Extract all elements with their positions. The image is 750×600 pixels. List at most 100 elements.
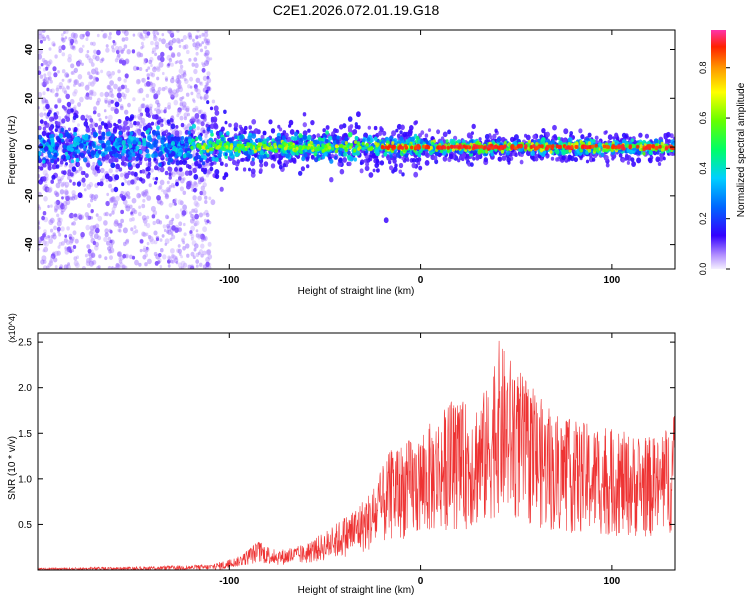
heat-cell [105,47,110,53]
heat-cell [151,114,157,120]
heat-cell [336,136,340,140]
heat-cell [182,159,187,166]
heat-cell [145,81,151,87]
heat-cell [300,166,305,172]
heat-cell [124,265,128,269]
heat-cell [136,51,142,58]
heat-cell [208,140,212,145]
heat-cell [205,60,210,65]
heat-cell [163,109,167,114]
heat-cell [98,254,102,259]
heat-cell [118,259,123,264]
heat-cell [94,165,100,171]
heat-cell [172,89,177,95]
heat-cell [176,60,179,64]
heat-cell [77,162,81,167]
heat-cell [73,194,78,200]
heat-cell [206,126,211,132]
heat-cell [121,182,125,187]
heat-cell [150,205,156,212]
heat-cell [92,240,97,246]
heat-cell [155,237,160,242]
heat-cell [205,249,211,256]
heat-cell [184,44,189,50]
heat-cell [150,121,155,126]
heat-cell [80,114,86,121]
heat-cell [170,77,175,84]
heat-cell [63,30,66,35]
heat-cell [138,193,142,198]
heat-cell [198,262,203,267]
heat-cell [142,192,147,198]
heat-cell [90,209,94,213]
heat-cell [365,149,369,154]
heat-cell [254,154,258,158]
heat-cell [190,213,194,219]
heat-cell [95,100,100,106]
heat-cell [195,77,201,84]
heat-cell [38,49,43,55]
heat-cell [105,211,109,217]
heat-cell [139,112,144,117]
heat-cell [201,238,205,243]
heat-cell [73,260,79,267]
heat-cell [50,179,54,184]
heat-cell [291,144,295,149]
heat-cell [44,240,49,247]
heat-cell [123,44,128,49]
heat-cell [38,143,44,150]
spectrogram-data [38,30,675,269]
heat-cell [169,158,174,163]
heat-cell [83,121,89,127]
heat-cell [219,161,224,166]
heat-cell [121,37,126,42]
heat-cell [179,102,184,107]
heat-cell [88,58,94,64]
heat-cell [351,129,356,136]
heat-cell [195,229,199,233]
heat-cell [354,136,359,141]
heat-cell [205,145,209,150]
heat-cell [38,91,43,98]
heat-cell [483,157,488,163]
heat-cell [160,123,164,127]
heat-cell [161,87,166,92]
heat-cell [162,224,167,229]
heat-cell [69,238,74,244]
heat-cell [73,105,77,109]
heat-cell [208,266,212,269]
heat-cell [42,36,47,42]
heat-cell [194,243,199,249]
heat-cell [42,249,46,253]
heat-cell [158,162,162,167]
heat-cell [180,139,185,144]
heat-cell [99,181,104,187]
heat-cell [159,150,163,156]
heat-cell [151,82,156,88]
heat-cell [72,230,77,236]
heat-cell [228,123,232,128]
heat-cell [604,130,608,134]
heat-cell [137,106,143,112]
heat-cell [192,107,197,113]
heat-cell [251,133,257,139]
heat-cell [117,69,121,74]
heat-cell [82,182,86,187]
heat-cell [47,204,50,209]
heat-cell [93,106,97,111]
heat-cell [154,261,159,266]
heat-cell [206,169,211,174]
heat-cell [42,259,47,264]
heat-cell [117,87,122,93]
heat-cell [618,153,623,158]
heat-cell [171,260,175,264]
heat-cell [66,73,70,78]
heat-cell [182,177,186,181]
heat-cell [89,228,95,235]
heat-cell [104,256,108,261]
heat-cell [133,209,138,215]
heat-cell [83,150,87,155]
heat-cell [164,170,169,176]
heat-cell [218,157,222,163]
heat-cell [141,169,146,174]
